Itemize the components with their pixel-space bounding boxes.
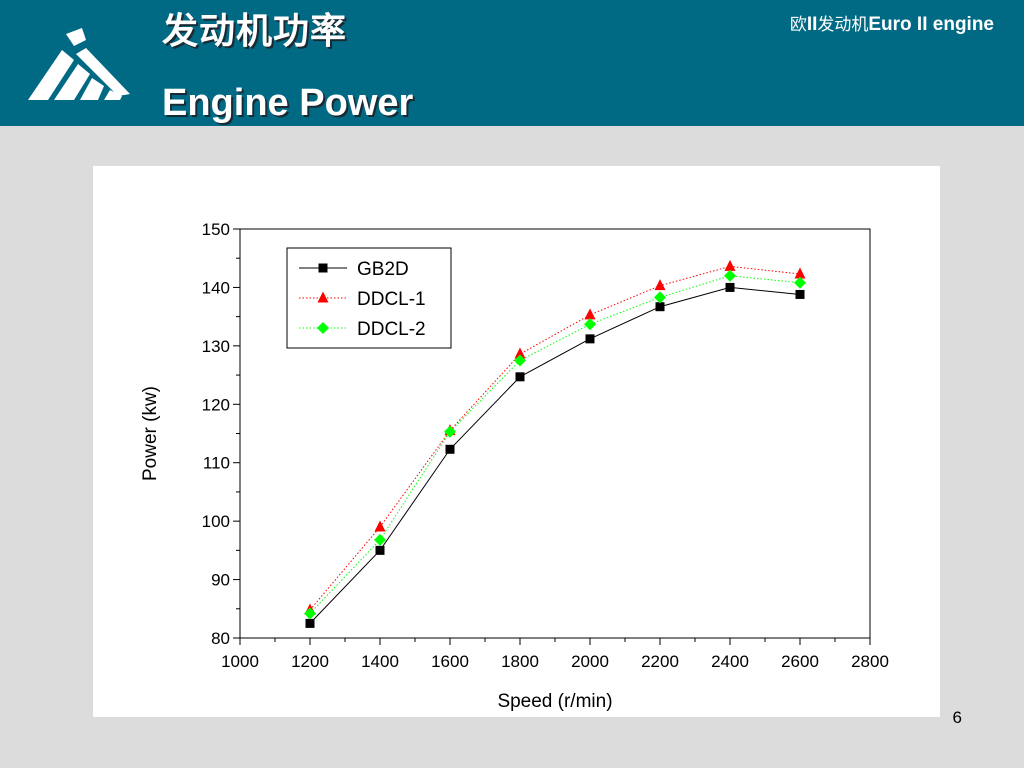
- slide-header: 发动机功率 Engine Power 欧II发动机Euro II engine: [0, 0, 1024, 126]
- title-block: 发动机功率 Engine Power: [162, 10, 413, 125]
- y-tick-label: 140: [202, 278, 230, 297]
- series-line-gb2d: [309, 286, 801, 624]
- chart-panel: 1000 1200 1400 1600 1800 2000 2200 2400 2600 2800…: [93, 166, 940, 717]
- x-tick-label: 1400: [361, 652, 399, 671]
- subtitle-cn-1: 欧: [789, 15, 807, 35]
- data-point-ddcl-2: [304, 607, 316, 620]
- data-point-ddcl-2: [374, 533, 386, 546]
- y-tick-label: 120: [202, 395, 230, 414]
- company-logo-icon: [28, 28, 130, 100]
- y-tick-label: 130: [202, 337, 230, 356]
- data-point-ddcl-2: [444, 425, 456, 438]
- y-tick-label: 80: [211, 629, 230, 648]
- y-tick-label: 90: [211, 571, 230, 590]
- legend-marker-ddcl-2: [317, 322, 329, 334]
- data-point-ddcl-1: [724, 259, 736, 271]
- page-number: 6: [952, 708, 962, 727]
- series-line-ddcl-2: [309, 275, 801, 614]
- x-tick-label: 1600: [431, 652, 469, 671]
- title-english: Engine Power: [162, 82, 414, 124]
- data-point-gb2d: [375, 545, 385, 555]
- data-point-gb2d: [445, 444, 455, 454]
- x-tick-label: 1800: [501, 652, 539, 671]
- legend-label-gb2d: GB2D: [357, 259, 409, 280]
- data-point-ddcl-1: [514, 347, 526, 359]
- x-tick-label: 1000: [221, 652, 259, 671]
- series-line-ddcl-1: [309, 265, 801, 611]
- data-point-ddcl-2: [654, 291, 666, 304]
- y-tick-label: 150: [202, 220, 230, 239]
- data-point-ddcl-1: [794, 267, 806, 279]
- y-tick-label: 110: [203, 454, 230, 473]
- x-tick-label: 2000: [571, 652, 609, 671]
- x-tick-label: 1200: [291, 652, 329, 671]
- subtitle-bold-2: Euro II engine: [868, 14, 994, 35]
- subtitle-cn-2: 发动机: [817, 15, 869, 35]
- legend-marker-gb2d: [318, 263, 328, 273]
- title-chinese: 发动机功率: [162, 11, 348, 52]
- data-point-ddcl-1: [374, 520, 386, 532]
- y-tick-label: 100: [202, 512, 230, 531]
- data-point-ddcl-1: [654, 279, 666, 291]
- data-point-gb2d: [655, 302, 665, 312]
- data-point-gb2d: [725, 282, 735, 292]
- data-point-gb2d: [305, 618, 315, 628]
- x-tick-label: 2600: [781, 652, 819, 671]
- data-point-ddcl-2: [724, 269, 736, 282]
- x-tick-label: 2200: [641, 652, 679, 671]
- data-point-ddcl-1: [584, 308, 596, 320]
- x-tick-label: 2800: [851, 652, 889, 671]
- data-point-ddcl-2: [584, 318, 596, 331]
- legend-marker-ddcl-1: [317, 291, 329, 303]
- legend-label-ddcl-2: DDCL-2: [357, 319, 426, 340]
- x-axis-label: Speed (r/min): [497, 691, 612, 712]
- header-subtitle: 欧II发动机Euro II engine: [790, 10, 994, 36]
- subtitle-bold-1: II: [806, 14, 818, 35]
- data-point-gb2d: [585, 334, 595, 344]
- data-point-ddcl-2: [794, 276, 806, 289]
- data-point-gb2d: [515, 372, 525, 382]
- legend-label-ddcl-1: DDCL-1: [357, 289, 426, 310]
- x-tick-label: 2400: [711, 652, 749, 671]
- y-axis-label: Power (kw): [140, 386, 161, 481]
- data-point-ddcl-2: [514, 354, 526, 367]
- power-chart: 1000 1200 1400 1600 1800 2000 2200 2400 2600 2800…: [140, 220, 889, 712]
- data-point-gb2d: [795, 289, 805, 299]
